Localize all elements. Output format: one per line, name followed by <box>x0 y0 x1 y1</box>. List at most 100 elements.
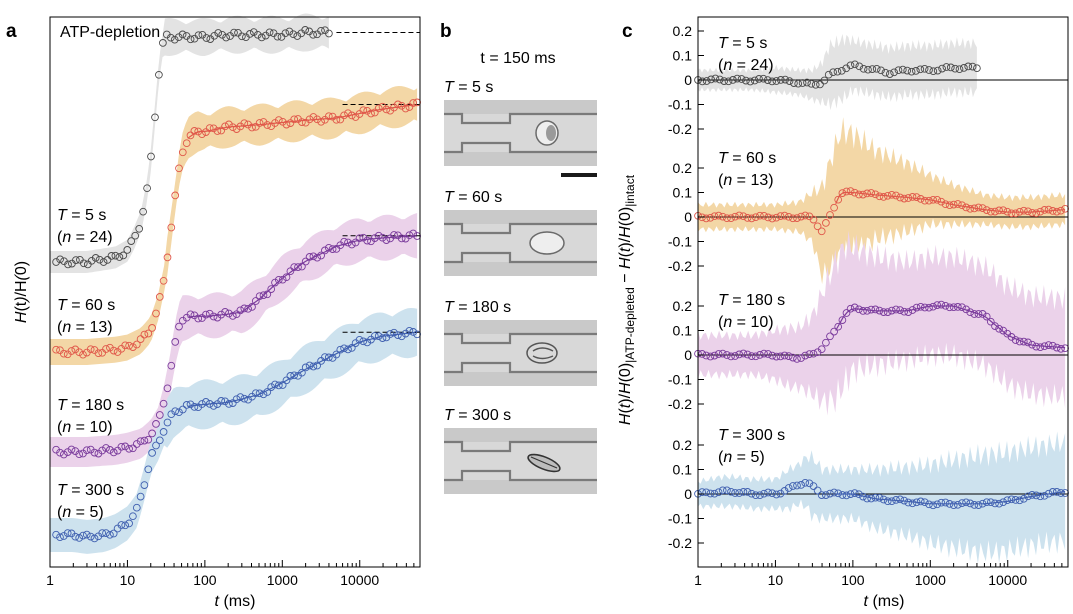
panel-c-point <box>764 213 772 222</box>
panel-a-chart: 1 10 100 1000 10000 T = 5 s (n = 24) T = 60 s (… <box>13 13 421 610</box>
panel-a-point <box>75 450 84 459</box>
panel-a-point <box>186 131 195 140</box>
panel-c-point <box>863 494 871 503</box>
panel-c-point <box>953 303 962 311</box>
panel-a-point <box>59 450 68 459</box>
panel-a-point <box>140 481 149 489</box>
panel-a-point <box>274 116 283 124</box>
panel-c-point <box>859 307 867 315</box>
panel-a-point <box>340 111 348 120</box>
panel-c-point <box>822 338 830 347</box>
panel-c-point <box>937 498 946 507</box>
panel-c-point <box>817 227 826 236</box>
panel-c-point <box>925 66 933 74</box>
panel-c-point <box>903 66 912 75</box>
panel-c-point <box>797 212 805 221</box>
panel-c-point <box>883 497 892 506</box>
panel-a-point <box>72 256 80 264</box>
panel-a-point <box>289 30 298 39</box>
panel-a-point <box>367 109 375 118</box>
panel-c-point <box>974 310 983 318</box>
panel-c-point <box>846 187 855 195</box>
panel-a-point <box>347 344 356 352</box>
panel-c-point <box>907 67 916 76</box>
panel-a-point <box>225 400 233 408</box>
panel-c-point <box>982 498 991 507</box>
panel-a-point <box>194 31 203 40</box>
panel-a-point <box>236 306 245 315</box>
panel-c-point <box>743 488 752 496</box>
panel-c-point <box>702 77 711 85</box>
panel-c-point <box>751 213 760 222</box>
panel-c-point <box>826 332 834 341</box>
panel-a-point <box>123 246 132 254</box>
panel-c-point <box>710 489 719 498</box>
panel-a-point <box>382 105 391 114</box>
panel-c-point <box>896 193 904 202</box>
panel-a-point <box>355 335 364 344</box>
panel-a-point <box>370 332 379 340</box>
panel-a-point <box>102 529 110 537</box>
panel-c-point <box>900 307 909 316</box>
panel-c-point <box>871 190 880 199</box>
panel-c-point <box>929 501 937 510</box>
panel-c-point <box>756 351 764 359</box>
panel-c-point <box>863 189 871 198</box>
channel-wall-top <box>444 222 597 235</box>
panel-a-point <box>148 449 156 457</box>
panel-c-point <box>945 303 954 312</box>
panel-c-point <box>801 478 810 487</box>
panel-c-point <box>912 193 921 201</box>
panel-b-micrographs: t = 150 ms T = 5 s T = 60 s T = 180 s T = 3… <box>444 50 597 494</box>
panel-c-point <box>1048 341 1057 350</box>
panel-a-point <box>64 260 72 269</box>
panel-c-point <box>892 305 900 314</box>
panel-a-point <box>317 251 325 260</box>
channel-wall-top <box>444 332 597 345</box>
panel-c-point <box>855 190 863 199</box>
panel-c-point <box>727 352 735 361</box>
panel-c-point <box>830 327 838 336</box>
panel-c-point <box>838 491 847 499</box>
panel-c-point <box>896 495 904 504</box>
panel-a-point <box>175 408 183 417</box>
panel-a-point <box>190 127 199 135</box>
panel-a-series-label-T-1: T = 5 s <box>57 207 106 224</box>
panel-a-point <box>117 521 126 529</box>
panel-c-point <box>789 214 797 223</box>
panel-c-point <box>1019 206 1028 215</box>
panel-a-point <box>109 346 118 355</box>
panel-c-point <box>973 64 981 73</box>
panel-a-point <box>129 343 137 351</box>
panel-c-point <box>768 214 777 223</box>
panel-a-point <box>301 26 310 34</box>
panel-c-point <box>1057 344 1065 353</box>
channel-wall-bottom <box>444 141 597 154</box>
panel-a-point <box>347 111 356 120</box>
panel-a-point <box>240 394 249 403</box>
panel-c-point <box>1052 207 1061 216</box>
panel-a-point <box>255 389 264 398</box>
panel-c-point <box>986 498 995 507</box>
panel-a-point <box>274 381 283 390</box>
panel-c-point <box>877 66 885 75</box>
panel-a-point <box>271 380 279 389</box>
panel-c-point <box>945 201 954 210</box>
panel-a-point <box>374 104 383 113</box>
panel-a-point <box>344 109 352 118</box>
panel-a-point <box>152 309 160 318</box>
panel-a-point <box>171 338 180 346</box>
panel-a-point <box>257 33 266 42</box>
panel-a-point <box>324 243 333 252</box>
panel-a-x-tick-label: 100 <box>193 572 217 588</box>
panel-c-point <box>797 354 805 362</box>
panel-a-point <box>370 234 379 242</box>
panel-a-point <box>155 411 164 419</box>
panel-c-point <box>776 76 785 84</box>
panel-a-point <box>152 420 160 428</box>
panel-a-point <box>263 121 272 129</box>
panel-c-point <box>855 305 863 314</box>
panel-a-point <box>359 106 368 115</box>
panel-c-point <box>1024 207 1032 216</box>
panel-c-point <box>735 489 744 497</box>
